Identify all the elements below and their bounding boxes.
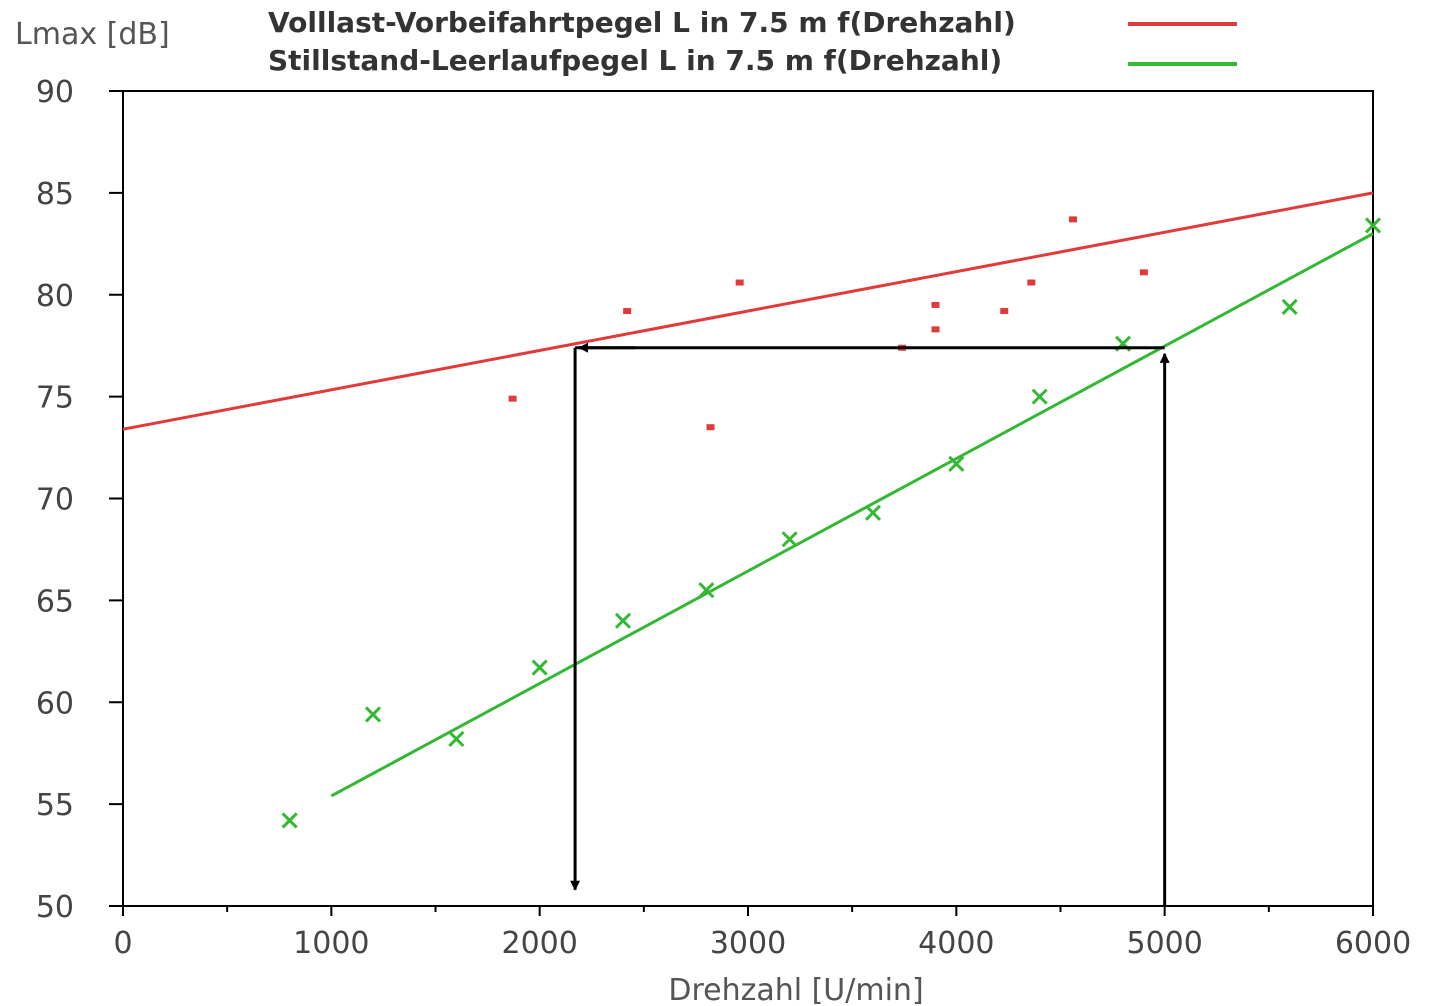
plot-frame: [122, 90, 1374, 907]
y-axis-ticks: 50 55 60 65 70 75 80 85 90: [36, 75, 123, 925]
point-1-5: [698, 582, 715, 599]
x-tick-label-4000: 4000: [918, 926, 994, 961]
y-tick-label-65: 65: [36, 584, 74, 619]
point-1-3: [531, 659, 548, 676]
point-0-0: [508, 395, 517, 402]
legend-label-volllast: Volllast-Vorbeifahrtpegel L in 7.5 m f(D…: [268, 6, 1016, 39]
point-0-7: [1000, 308, 1009, 315]
x-tick-label-0: 0: [113, 926, 132, 961]
y-tick-label-60: 60: [36, 686, 74, 721]
x-tick-label-1000: 1000: [293, 926, 369, 961]
point-0-1: [623, 308, 632, 315]
point-1-11: [1281, 298, 1298, 316]
point-1-0: [281, 812, 298, 829]
point-0-9: [1069, 216, 1077, 223]
fit-line-1: [330, 232, 1374, 798]
point-1-4: [614, 612, 632, 629]
legend: Volllast-Vorbeifahrtpegel L in 7.5 m f(D…: [268, 6, 1237, 77]
point-1-1: [364, 706, 382, 723]
point-0-3: [735, 279, 744, 286]
y-tick-label-90: 90: [36, 75, 74, 110]
fit-line-0: [122, 191, 1374, 431]
y-axis-title: Lmax [dB]: [15, 17, 170, 52]
y-tick-label-75: 75: [36, 381, 74, 416]
point-1-2: [448, 730, 465, 747]
point-0-10: [1139, 269, 1148, 276]
point-0-5: [931, 301, 940, 308]
y-tick-label-80: 80: [36, 279, 74, 314]
x-tick-label-5000: 5000: [1126, 926, 1202, 961]
y-tick-label-50: 50: [36, 890, 74, 925]
point-1-12: [1364, 217, 1382, 234]
point-1-9: [1031, 388, 1048, 405]
y-tick-label-70: 70: [36, 483, 74, 518]
point-0-6: [931, 326, 940, 333]
y-tick-label-55: 55: [36, 788, 74, 823]
point-0-2: [706, 424, 715, 431]
x-tick-label-6000: 6000: [1335, 926, 1411, 961]
point-1-7: [864, 504, 882, 521]
x-tick-label-2000: 2000: [501, 926, 577, 961]
data-points: [281, 216, 1382, 829]
arrow-annotation: [570, 342, 1170, 906]
y-tick-label-85: 85: [36, 177, 74, 212]
point-1-8: [948, 455, 965, 472]
point-1-6: [781, 531, 798, 548]
x-tick-label-3000: 3000: [710, 926, 786, 961]
fit-lines: [122, 191, 1374, 798]
legend-label-stillstand: Stillstand-Leerlaufpegel L in 7.5 m f(Dr…: [268, 44, 1002, 77]
point-0-8: [1027, 279, 1036, 286]
x-axis-ticks: 0 1000 2000 3000 4000 5000 6000: [113, 906, 1411, 961]
x-axis-title: Drehzahl [U/min]: [668, 973, 923, 1006]
